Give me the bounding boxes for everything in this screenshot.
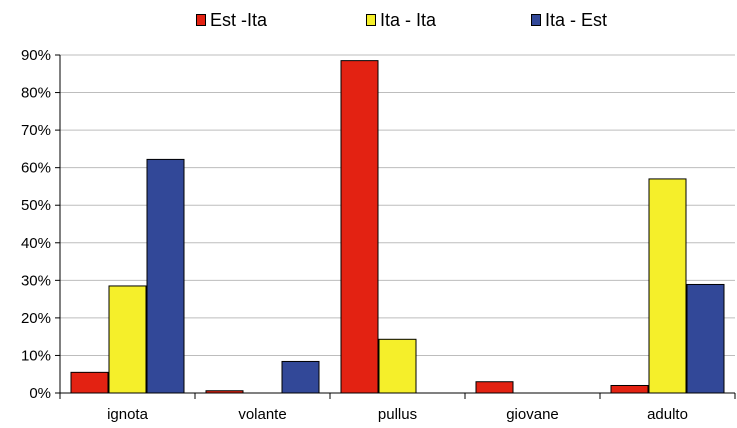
bar — [281, 360, 320, 394]
bar — [108, 285, 147, 394]
bar — [378, 338, 417, 394]
y-tick-label: 70% — [21, 122, 51, 139]
y-tick-label: 0% — [29, 385, 51, 402]
legend-item-est-ita: Est -Ita — [196, 8, 267, 32]
bar — [146, 158, 185, 394]
bar — [610, 384, 649, 394]
y-tick-label: 60% — [21, 160, 51, 177]
bar — [686, 283, 725, 394]
y-tick-label: 40% — [21, 235, 51, 252]
y-tick-label: 30% — [21, 272, 51, 289]
bar — [70, 371, 109, 394]
y-tick-label: 90% — [21, 47, 51, 64]
bar — [340, 60, 379, 394]
y-tick-label: 50% — [21, 197, 51, 214]
legend-label: Ita - Est — [545, 10, 608, 30]
x-tick-label: pullus — [378, 406, 417, 423]
x-tick-label: ignota — [107, 406, 149, 423]
legend-swatch — [531, 14, 541, 26]
bar — [475, 381, 514, 394]
legend-swatch — [366, 14, 376, 26]
legend-item-ita-ita: Ita - Ita — [366, 8, 436, 32]
x-tick-label: volante — [238, 406, 286, 423]
legend: Est -Ita Ita - Ita Ita - Est — [0, 8, 737, 32]
y-tick-label: 20% — [21, 310, 51, 327]
legend-label: Ita - Ita — [380, 10, 437, 30]
bar — [648, 178, 687, 394]
y-tick-label: 80% — [21, 85, 51, 102]
y-tick-label: 10% — [21, 347, 51, 364]
legend-item-ita-est: Ita - Est — [531, 8, 607, 32]
bar — [205, 390, 244, 394]
x-tick-label: adulto — [647, 406, 688, 423]
legend-label: Est -Ita — [210, 10, 268, 30]
legend-swatch — [196, 14, 206, 26]
x-tick-label: giovane — [506, 406, 559, 423]
